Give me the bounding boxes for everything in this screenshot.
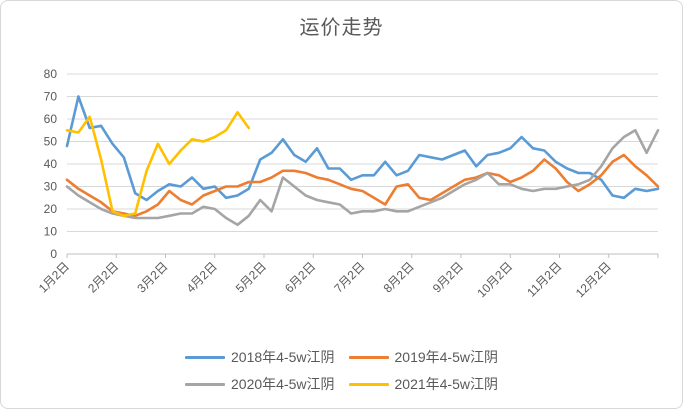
y-axis-label: 50 [44, 135, 58, 149]
x-axis-label: 5月2日 [233, 259, 269, 295]
chart-title: 运价走势 [299, 17, 384, 39]
y-axis-label: 30 [44, 180, 58, 194]
gridlines [67, 73, 658, 232]
x-axis-label: 7月2日 [331, 259, 367, 295]
y-axis-label: 40 [44, 157, 58, 171]
x-axis-label: 2月2日 [85, 259, 121, 295]
legend-item: 2020年4-5w江阴 [185, 374, 335, 394]
x-axis-label: 12月2日 [573, 259, 614, 300]
x-axis-label: 3月2日 [134, 259, 170, 295]
x-axis-label: 1月2日 [36, 259, 72, 295]
legend-item: 2021年4-5w江阴 [348, 374, 499, 394]
legend-item: 2019年4-5w江阴 [348, 347, 499, 367]
legend-label: 2018年4-5w江阴 [231, 349, 335, 365]
series-line-2019年4-5w江阴 [65, 153, 660, 218]
legend: 2018年4-5w江阴 2019年4-5w江阴 2020年4-5w江阴 2021年4-… [1, 347, 682, 394]
y-axis-label: 0 [50, 247, 57, 261]
x-axis-label: 4月2日 [184, 259, 220, 295]
legend-swatch-icon [348, 355, 389, 359]
legend-row: 2020年4-5w江阴 2021年4-5w江阴 [185, 374, 498, 394]
series-line-2018年4-5w江阴 [65, 95, 660, 202]
legend-swatch-icon [185, 355, 225, 359]
legend-swatch-icon [185, 382, 225, 386]
legend-swatch-icon [348, 382, 389, 386]
legend-label: 2019年4-5w江阴 [394, 349, 499, 365]
x-axis-label: 9月2日 [430, 259, 466, 295]
y-axis-labels: 0 10 20 30 40 50 60 70 80 [44, 67, 58, 261]
y-axis-label: 10 [44, 225, 58, 239]
series-line-2021年4-5w江阴 [65, 111, 251, 218]
x-axis-label: 11月2日 [524, 259, 564, 299]
legend-row: 2018年4-5w江阴 2019年4-5w江阴 [185, 347, 498, 367]
x-axis-label: 10月2日 [474, 259, 515, 300]
x-axis-label: 6月2日 [282, 259, 318, 295]
y-axis-label: 60 [44, 112, 58, 126]
x-axis-ticks [66, 254, 659, 258]
y-axis-label: 20 [44, 202, 58, 216]
series-line-2020年4-5w江阴 [65, 129, 660, 227]
legend-label: 2020年4-5w江阴 [231, 376, 335, 392]
legend-label: 2021年4-5w江阴 [394, 376, 499, 392]
y-axis-label: 70 [44, 90, 58, 104]
y-axis-label: 80 [44, 67, 58, 81]
x-axis-labels: 1月2日 2月2日 3月2日 4月2日 5月2日 6月2日 7月2日 8月2日 9月2日 10月2… [36, 259, 614, 300]
legend-item: 2018年4-5w江阴 [185, 347, 335, 367]
x-axis-label: 8月2日 [381, 259, 417, 295]
